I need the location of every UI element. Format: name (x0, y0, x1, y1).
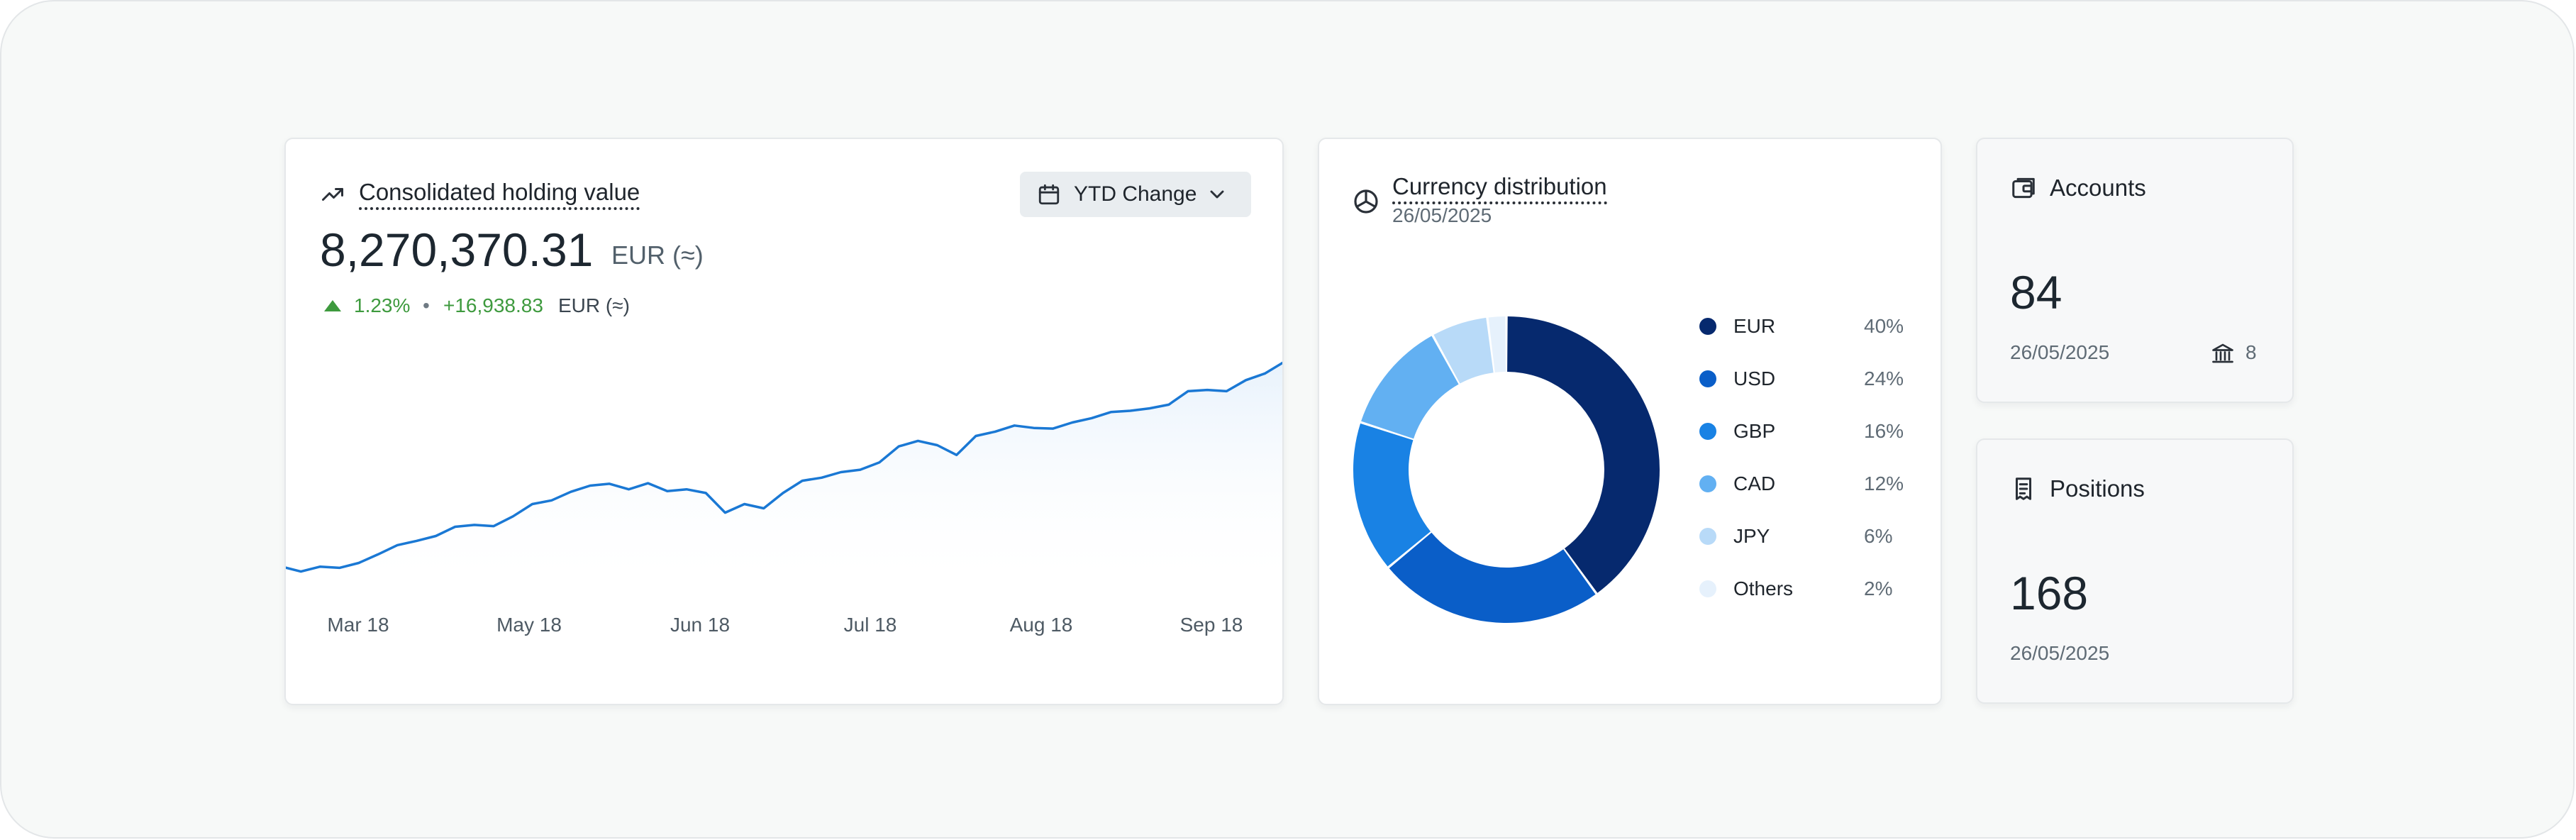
x-tick-label: Aug 18 (1010, 614, 1073, 636)
legend-label: CAD (1733, 472, 1776, 494)
change-percent: 1.23% (354, 294, 411, 316)
holding-title[interactable]: Consolidated holding value (359, 179, 640, 210)
area-fill (286, 363, 1282, 593)
positions-title: Positions (2050, 475, 2145, 502)
accounts-title: Accounts (2050, 175, 2146, 201)
period-dropdown[interactable]: YTD Change (1020, 172, 1251, 217)
legend-item: EUR 40% (1699, 312, 1912, 341)
legend-value: 12% (1864, 472, 1904, 494)
legend-value: 24% (1864, 368, 1904, 389)
currency-date: 26/05/2025 (1392, 204, 1492, 226)
donut-slice-jpy (1433, 317, 1494, 384)
accounts-count: 84 (2010, 266, 2063, 319)
change-absolute: +16,938.83 (443, 294, 543, 316)
currency-donut-chart (1353, 316, 1660, 623)
legend-swatch (1699, 423, 1716, 440)
donut-slice-usd (1389, 532, 1596, 623)
arrow-up-icon (324, 300, 341, 311)
trending-up-icon (322, 188, 343, 201)
x-tick-label: Sep 18 (1180, 614, 1243, 636)
legend-item: Others 2% (1699, 575, 1912, 603)
accounts-bank-count: 8 (2245, 341, 2257, 363)
holding-value-card: Consolidated holding value YTD Change 8,… (284, 138, 1284, 705)
change-currency: EUR (≈) (558, 294, 630, 316)
legend-label: GBP (1733, 420, 1776, 442)
change-separator: • (423, 294, 430, 316)
legend-item: GBP 16% (1699, 417, 1912, 446)
donut-slice-cad (1361, 336, 1459, 439)
legend-value: 2% (1864, 578, 1893, 599)
holding-value: 8,270,370.31 (320, 223, 594, 276)
calendar-icon (1038, 184, 1060, 205)
period-dropdown-label: YTD Change (1074, 182, 1197, 206)
positions-count: 168 (2010, 567, 2089, 619)
legend-value: 40% (1864, 315, 1904, 337)
x-tick-label: Jun 18 (670, 614, 730, 636)
legend-swatch (1699, 580, 1716, 597)
pie-chart-icon (1354, 189, 1378, 214)
positions-card: Positions 168 26/05/2025 (1976, 438, 2294, 704)
x-tick-label: May 18 (496, 614, 562, 636)
legend-item: USD 24% (1699, 365, 1912, 393)
donut-slice-others (1488, 316, 1506, 372)
bank-icon (2212, 343, 2233, 363)
legend-item: JPY 6% (1699, 522, 1912, 551)
series-line (286, 361, 1282, 573)
currency-distribution-card: Currency distribution 26/05/2025 EUR 40% U… (1318, 138, 1942, 705)
legend-label: Others (1733, 578, 1794, 599)
wallet-icon (2012, 177, 2035, 199)
currency-title[interactable]: Currency distribution (1392, 173, 1607, 204)
legend-value: 6% (1864, 525, 1893, 547)
legend-item: CAD 12% (1699, 470, 1912, 498)
legend-swatch (1699, 318, 1716, 335)
receipt-icon (2015, 477, 2032, 500)
legend-swatch (1699, 475, 1716, 492)
x-tick-label: Mar 18 (327, 614, 389, 636)
accounts-card: Accounts 84 26/05/2025 8 (1976, 138, 2294, 403)
legend-value: 16% (1864, 420, 1904, 442)
positions-date: 26/05/2025 (2010, 642, 2110, 664)
legend-label: USD (1733, 368, 1776, 389)
holding-line-chart: Mar 18 May 18 Jun 18 Jul 18 Aug 18 Sep 18 (286, 361, 1282, 636)
legend-swatch (1699, 370, 1716, 387)
legend-label: EUR (1733, 315, 1776, 337)
chevron-down-icon (1210, 190, 1224, 199)
donut-slice-gbp (1353, 423, 1431, 567)
x-tick-label: Jul 18 (844, 614, 897, 636)
legend-swatch (1699, 528, 1716, 545)
holding-currency: EUR (≈) (611, 241, 704, 270)
donut-slice-eur (1507, 316, 1660, 593)
accounts-date: 26/05/2025 (2010, 341, 2110, 363)
legend-label: JPY (1733, 525, 1770, 547)
